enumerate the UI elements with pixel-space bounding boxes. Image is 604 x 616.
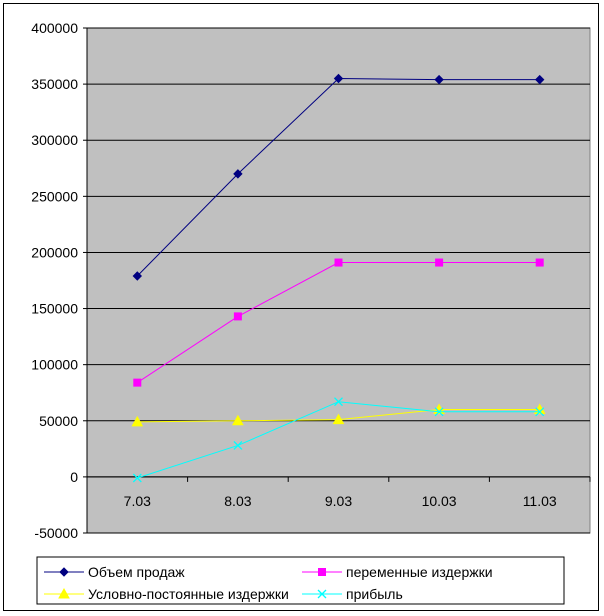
y-axis-ticks: -50000 0 50000 100000 150000 200000 250000 3000…	[31, 20, 87, 541]
x-tick-label: 7.03	[124, 493, 151, 509]
y-tick-label: 200000	[31, 244, 78, 260]
legend-marker	[59, 567, 69, 577]
axes	[86, 28, 590, 533]
data-point	[233, 441, 243, 450]
marker-stroke	[233, 441, 243, 450]
legend-marker	[58, 587, 70, 599]
legend-item: Условно-постоянные издержки	[44, 586, 289, 602]
legend-label: прибыль	[346, 586, 403, 602]
marker-stroke	[434, 407, 444, 417]
y-tick-label: -50000	[34, 525, 78, 541]
data-point	[233, 312, 242, 321]
data-point	[435, 258, 444, 267]
y-tick-label: 100000	[31, 357, 78, 373]
data-point	[133, 378, 142, 387]
data-point	[535, 407, 545, 417]
series-2	[133, 258, 544, 387]
data-point	[534, 74, 545, 85]
legend-label: Условно-постоянные издержки	[88, 586, 289, 602]
series-4	[132, 397, 545, 483]
marker-stroke	[535, 407, 545, 417]
data-point	[232, 414, 244, 426]
plot-area	[86, 27, 591, 534]
x-tick-label: 8.03	[224, 493, 251, 509]
data-point	[334, 258, 343, 267]
y-tick-label: 150000	[31, 301, 78, 317]
y-tick-label: 250000	[31, 188, 78, 204]
x-tick-label: 10.03	[422, 493, 457, 509]
data-point	[332, 413, 345, 425]
legend-label: Объем продаж	[88, 564, 185, 580]
data-point	[434, 74, 444, 85]
legend-marker	[318, 568, 326, 576]
data-point	[131, 415, 144, 427]
y-tick-label: 400000	[31, 20, 78, 36]
y-tick-label: 50000	[39, 413, 78, 429]
marker-stroke	[334, 397, 343, 407]
legend-item: переменные издержки	[302, 564, 493, 580]
series-group	[131, 73, 546, 483]
y-tick-label: 0	[70, 469, 78, 485]
data-point	[535, 258, 544, 267]
data-point	[132, 271, 143, 281]
x-tick-label: 9.03	[325, 493, 352, 509]
data-point	[132, 473, 142, 483]
legend-item: Объем продаж	[44, 564, 185, 580]
legend-box	[36, 556, 565, 605]
legend: Объем продаж переменные издержки Условно-п…	[36, 556, 565, 605]
x-tick-label: 11.03	[523, 493, 557, 509]
marker-stroke	[132, 473, 142, 483]
marker-stroke	[317, 589, 327, 599]
data-point	[434, 407, 444, 417]
series-1	[132, 73, 545, 281]
data-point	[334, 397, 343, 407]
data-point	[233, 169, 243, 179]
x-axis-ticks: 7.03 8.03 9.03 10.03 11.03	[86, 476, 591, 509]
y-tick-label: 350000	[31, 76, 78, 92]
legend-label: переменные издержки	[346, 564, 493, 580]
legend-marker	[317, 589, 327, 599]
legend-item: прибыль	[302, 586, 403, 602]
y-tick-label: 300000	[31, 132, 78, 148]
data-point	[333, 73, 344, 84]
